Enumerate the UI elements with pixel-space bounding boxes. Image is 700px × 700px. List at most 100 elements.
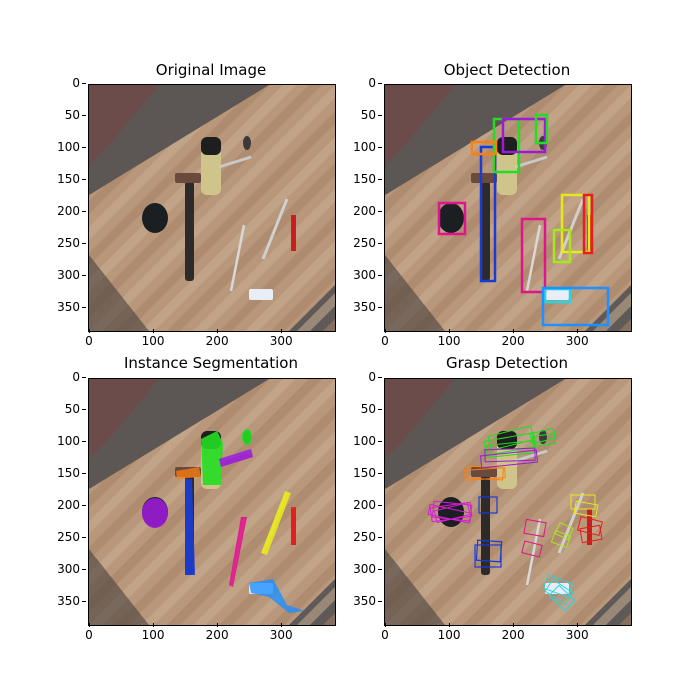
y-tick-label: 200 bbox=[346, 204, 382, 218]
table-shadow bbox=[89, 549, 149, 625]
table-shadow bbox=[385, 255, 445, 331]
mask-bottle bbox=[201, 431, 223, 485]
table-shadow bbox=[89, 255, 149, 331]
bottle-body bbox=[201, 147, 221, 195]
y-tick-label: 350 bbox=[346, 300, 382, 314]
x-tick-label: 100 bbox=[138, 623, 168, 642]
wall-red bbox=[385, 85, 455, 165]
x-tick-label: 300 bbox=[266, 623, 296, 642]
y-tick-label: 150 bbox=[346, 466, 382, 480]
x-tick-label: 200 bbox=[498, 623, 528, 642]
grasps-knife-lime bbox=[550, 522, 574, 549]
y-tick-label: 150 bbox=[50, 172, 86, 186]
y-tick-label: 0 bbox=[346, 76, 382, 90]
y-tick-label: 100 bbox=[346, 140, 382, 154]
spoon-head bbox=[243, 136, 251, 150]
bbox-fork bbox=[520, 217, 547, 294]
mask-toothpaste bbox=[249, 579, 305, 613]
x-tick-label: 0 bbox=[74, 329, 104, 348]
original-image-panel bbox=[88, 84, 336, 332]
table-shadow bbox=[385, 549, 445, 625]
y-tick-label: 100 bbox=[50, 434, 86, 448]
grasps-hammer-head bbox=[464, 465, 506, 481]
y-tick-label: 250 bbox=[50, 236, 86, 250]
wall-red bbox=[385, 379, 455, 459]
fork bbox=[229, 224, 246, 292]
bbox-knife-yellow bbox=[560, 193, 591, 254]
x-tick-label: 300 bbox=[562, 623, 592, 642]
x-tick-label: 200 bbox=[202, 623, 232, 642]
grasp-detection-panel bbox=[384, 378, 632, 626]
hammer-handle bbox=[481, 475, 490, 575]
y-tick-label: 0 bbox=[50, 76, 86, 90]
bbox-red-tool bbox=[582, 193, 594, 255]
toothpaste bbox=[249, 289, 273, 300]
y-tick-label: 200 bbox=[50, 204, 86, 218]
y-tick-label: 200 bbox=[346, 498, 382, 512]
panel-title-detection: Object Detection bbox=[443, 61, 571, 79]
grasps-hammer bbox=[474, 496, 503, 568]
bbox-ball bbox=[437, 201, 467, 236]
y-tick-label: 300 bbox=[50, 562, 86, 576]
grasps-spoon-head bbox=[529, 427, 557, 448]
red-tool bbox=[291, 215, 296, 251]
bbox-toothpaste-cyan bbox=[543, 287, 572, 304]
mask-hammer-head bbox=[176, 467, 201, 479]
bbox-hammer-head bbox=[470, 140, 498, 156]
grasps-toothpaste bbox=[542, 574, 576, 612]
grasp-scene bbox=[385, 379, 631, 625]
y-tick-label: 100 bbox=[50, 140, 86, 154]
y-tick-label: 150 bbox=[50, 466, 86, 480]
object-detection-panel bbox=[384, 84, 632, 332]
knife bbox=[557, 492, 585, 554]
instance-segmentation-panel bbox=[88, 378, 336, 626]
panel-title-grasp: Grasp Detection bbox=[446, 354, 568, 372]
bbox-knife-lime bbox=[552, 228, 572, 264]
x-tick-label: 100 bbox=[138, 329, 168, 348]
y-tick-label: 300 bbox=[346, 562, 382, 576]
mask-hammer bbox=[185, 479, 195, 575]
y-tick-label: 200 bbox=[50, 498, 86, 512]
segmentation-overlay bbox=[142, 429, 305, 613]
ball-object bbox=[142, 203, 168, 233]
hammer-head bbox=[471, 173, 497, 183]
wall-red bbox=[89, 379, 159, 459]
bbox-toothpaste-blue bbox=[541, 286, 610, 327]
x-tick-label: 100 bbox=[434, 329, 464, 348]
spoon-handle bbox=[218, 155, 252, 169]
y-tick-label: 300 bbox=[346, 268, 382, 282]
x-tick-label: 200 bbox=[498, 329, 528, 348]
grasps-ball bbox=[427, 500, 473, 524]
y-tick-label: 150 bbox=[346, 172, 382, 186]
spoon-handle bbox=[514, 155, 548, 169]
x-tick-label: 0 bbox=[74, 623, 104, 642]
y-tick-label: 50 bbox=[346, 108, 382, 122]
panel-title-original: Original Image bbox=[155, 61, 267, 79]
hammer-handle bbox=[481, 181, 490, 281]
hammer-head bbox=[175, 173, 201, 183]
grasps-fork bbox=[521, 518, 547, 558]
y-tick-label: 300 bbox=[50, 268, 86, 282]
detection-overlay bbox=[437, 113, 610, 327]
grasps-spoon bbox=[479, 447, 539, 469]
y-tick-label: 100 bbox=[346, 434, 382, 448]
y-tick-label: 250 bbox=[346, 530, 382, 544]
y-tick-label: 350 bbox=[50, 594, 86, 608]
fork bbox=[525, 224, 542, 292]
object-detection-scene bbox=[385, 85, 631, 331]
grasp-overlay bbox=[427, 425, 603, 612]
grasps-red-tool bbox=[577, 515, 603, 544]
mask-spoon-head bbox=[242, 429, 252, 445]
toothpaste bbox=[545, 289, 569, 300]
hammer-handle bbox=[185, 181, 194, 281]
fork bbox=[525, 518, 542, 586]
bbox-bottle-green bbox=[492, 117, 521, 174]
y-tick-label: 350 bbox=[346, 594, 382, 608]
grasps-knife-yellow bbox=[570, 494, 599, 518]
x-tick-label: 300 bbox=[562, 329, 592, 348]
mask-red-tool bbox=[291, 507, 296, 545]
spoon-handle bbox=[514, 449, 548, 463]
mask-knife-yellow bbox=[261, 491, 291, 555]
x-tick-label: 0 bbox=[370, 329, 400, 348]
x-tick-label: 300 bbox=[266, 329, 296, 348]
